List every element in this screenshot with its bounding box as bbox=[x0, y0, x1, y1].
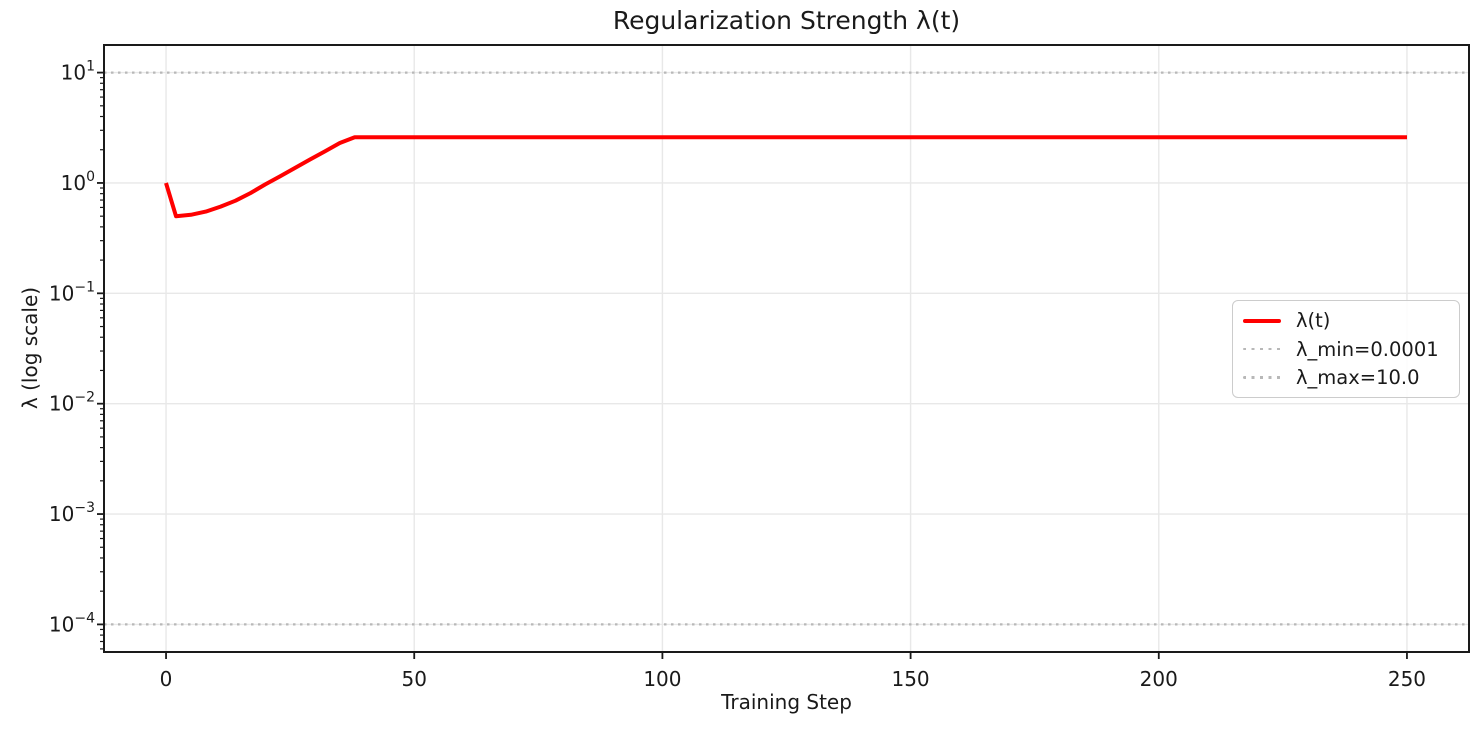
y-tick-label: 101 bbox=[61, 59, 95, 85]
x-axis-label: Training Step bbox=[721, 690, 852, 714]
chart-title: Regularization Strength λ(t) bbox=[612, 6, 961, 35]
legend-item-lambda-min: λ_min=0.0001 bbox=[1243, 338, 1449, 361]
legend-label: λ_min=0.0001 bbox=[1296, 337, 1439, 361]
legend-label: λ(t) bbox=[1296, 309, 1331, 333]
x-tick-label: 100 bbox=[643, 667, 681, 691]
legend-label: λ_max=10.0 bbox=[1296, 365, 1420, 389]
legend-item-lambda: λ(t) bbox=[1243, 309, 1449, 332]
legend-dotted-line-sample bbox=[1243, 375, 1281, 379]
legend-item-lambda-max: λ_max=10.0 bbox=[1243, 366, 1449, 389]
y-tick-label: 10−4 bbox=[49, 610, 95, 636]
axes-spines bbox=[103, 44, 1470, 653]
x-tick-label: 250 bbox=[1388, 667, 1426, 691]
y-tick-label: 10−3 bbox=[49, 500, 95, 526]
x-tick-label: 200 bbox=[1140, 667, 1178, 691]
tick-marks bbox=[97, 71, 1408, 659]
y-axis-label: λ (log scale) bbox=[18, 286, 42, 410]
x-tick-label: 150 bbox=[891, 667, 929, 691]
legend-solid-line-sample bbox=[1243, 318, 1281, 323]
lambda-curve bbox=[164, 135, 1407, 219]
y-tick-label: 10−1 bbox=[49, 279, 95, 305]
x-tick-label: 50 bbox=[402, 667, 427, 691]
y-tick-label: 10−2 bbox=[49, 390, 95, 416]
y-tick-label: 100 bbox=[61, 169, 95, 195]
legend: λ(t) λ_min=0.0001 λ_max=10.0 bbox=[1232, 300, 1460, 398]
x-tick-label: 0 bbox=[160, 667, 173, 691]
legend-dotted-line-sample bbox=[1243, 347, 1281, 351]
